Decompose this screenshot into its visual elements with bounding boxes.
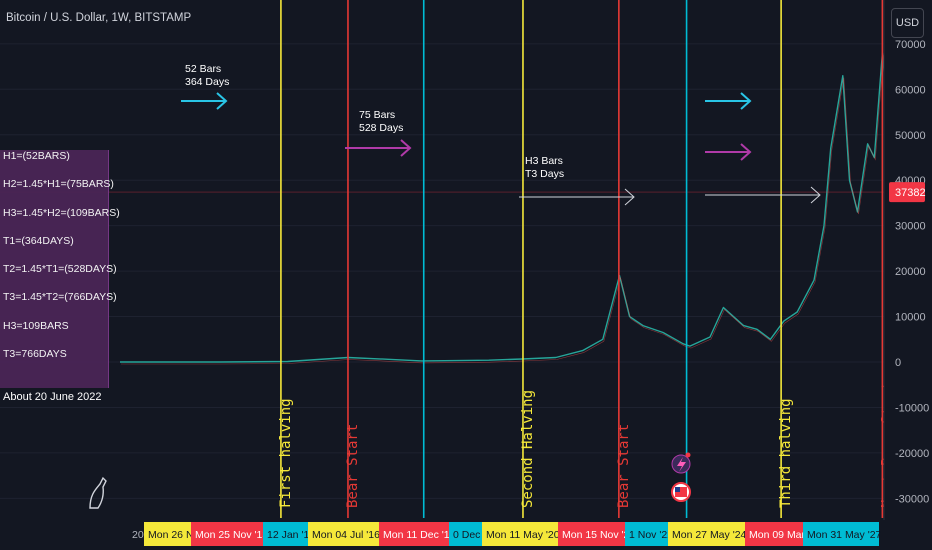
x-tick-badge <box>191 522 263 546</box>
x-tick-label: Mon 26 N <box>148 529 194 541</box>
x-tick-badge <box>482 522 558 546</box>
arrow-head <box>740 92 752 110</box>
x-tick-badge <box>263 522 308 546</box>
info-footer: About 20 June 2022 <box>3 391 102 403</box>
x-tick-badge <box>308 522 379 546</box>
dino-icon <box>89 476 107 509</box>
annotation-text: H3 Bars <box>525 155 563 167</box>
currency-button[interactable]: USD <box>891 8 924 38</box>
x-tick-label: Mon 31 May '27 <box>807 529 882 541</box>
flag-canton <box>675 487 680 492</box>
annotation-text: 528 Days <box>359 122 403 134</box>
price-tag-label: 37382 <box>895 187 926 199</box>
x-tick-badge <box>803 522 879 546</box>
event-label: Second Halving <box>520 390 536 508</box>
arrow-head <box>810 186 821 204</box>
x-tick-label: Mon 25 Nov '13 <box>195 529 268 541</box>
event-label: Bear Start <box>345 424 361 508</box>
lightning-bolt <box>677 457 686 472</box>
annotation-text: 75 Bars <box>359 109 395 121</box>
info-line: H2=1.45*H1=(75BARS) <box>3 178 114 190</box>
event-label: Bear Start <box>616 424 632 508</box>
info-line: H3=109BARS <box>3 320 69 332</box>
event-label: First halving <box>278 398 294 508</box>
x-tick-label: Mon 11 Dec '17 <box>383 529 456 541</box>
y-tick-label: 70000 <box>895 39 926 51</box>
info-box: H1=(52BARS) H2=1.45*H1=(75BARS) H3=1.45*… <box>0 150 120 388</box>
info-line: T1=(364DAYS) <box>3 235 74 247</box>
x-tick-badge <box>128 522 144 546</box>
info-line: T3=766DAYS <box>3 348 67 360</box>
arrow-head <box>400 139 412 157</box>
info-line: H3=1.45*H2=(109BARS) <box>3 207 120 219</box>
arrow-head <box>216 92 228 110</box>
y-tick-label: -30000 <box>895 493 929 505</box>
x-tick-badge <box>449 522 482 546</box>
arrow-head <box>624 188 635 206</box>
y-tick-label: 60000 <box>895 84 926 96</box>
x-tick-badge <box>668 522 745 546</box>
arrow-head <box>740 143 752 161</box>
x-tick-label: Mon 27 May '24 <box>672 529 747 541</box>
y-tick-label: 10000 <box>895 312 926 324</box>
x-tick-label: Mon 04 Jul '16 <box>312 529 380 541</box>
x-tick-label: Mon 15 Nov '21 <box>562 529 635 541</box>
info-line: T2=1.45*T1=(528DAYS) <box>3 263 117 275</box>
annotation-text: 52 Bars <box>185 63 221 75</box>
x-tick-badge <box>625 522 668 546</box>
notification-dot <box>685 452 691 458</box>
x-tick-badge <box>745 522 803 546</box>
x-tick-label: 1 Nov '22 <box>629 529 673 541</box>
event-label: Third halving <box>778 398 794 508</box>
y-tick-label: -20000 <box>895 448 929 460</box>
y-tick-label: 30000 <box>895 221 926 233</box>
y-tick-label: -10000 <box>895 402 929 414</box>
y-axis-panel <box>884 0 932 550</box>
x-tick-label: Mon 11 May '20 <box>486 529 560 541</box>
price-tag <box>889 182 925 203</box>
flag-stripes <box>675 487 687 497</box>
annotation-text: 364 Days <box>185 76 229 88</box>
y-tick-label: 20000 <box>895 266 926 278</box>
info-line: H1=(52BARS) <box>3 150 70 162</box>
x-tick-label: 0 Dec '1 <box>453 529 491 541</box>
x-tick-badge <box>558 522 625 546</box>
x-tick-badge <box>144 522 191 546</box>
annotation-text: T3 Days <box>525 168 564 180</box>
x-tick-label: Mon 09 Mar <box>749 529 806 541</box>
x-tick-badge <box>379 522 449 546</box>
x-tick-label: 12 Jan '15 <box>267 529 315 541</box>
y-tick-label: 50000 <box>895 130 926 142</box>
chart-title: Bitcoin / U.S. Dollar, 1W, BITSTAMP <box>6 12 192 24</box>
y-tick-label: 0 <box>895 357 901 369</box>
x-tick-label: 20 <box>132 529 144 541</box>
info-line: T3=1.45*T2=(766DAYS) <box>3 291 117 303</box>
